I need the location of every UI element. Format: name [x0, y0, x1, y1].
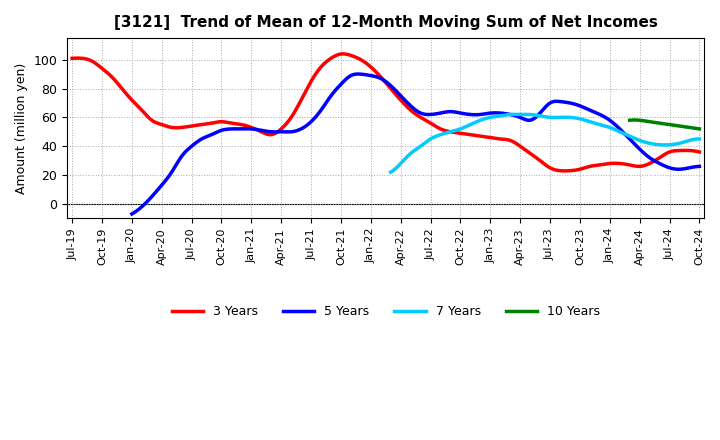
Legend: 3 Years, 5 Years, 7 Years, 10 Years: 3 Years, 5 Years, 7 Years, 10 Years: [166, 300, 605, 323]
3 Years: [338, 51, 347, 56]
3 Years: [441, 128, 450, 133]
5 Years: [130, 210, 138, 216]
10 Years: [630, 117, 639, 123]
3 Years: [641, 163, 649, 168]
7 Years: [695, 136, 703, 142]
5 Years: [695, 164, 703, 169]
3 Years: [600, 161, 609, 167]
5 Years: [477, 112, 485, 117]
10 Years: [668, 122, 677, 128]
Y-axis label: Amount (million yen): Amount (million yen): [15, 62, 28, 194]
7 Years: [647, 141, 656, 147]
3 Years: [561, 168, 570, 173]
10 Years: [689, 125, 698, 131]
5 Years: [467, 112, 476, 117]
7 Years: [571, 115, 580, 121]
Title: [3121]  Trend of Mean of 12-Month Moving Sum of Net Incomes: [3121] Trend of Mean of 12-Month Moving …: [114, 15, 657, 30]
7 Years: [576, 116, 585, 121]
Line: 5 Years: 5 Years: [132, 74, 699, 214]
7 Years: [387, 169, 396, 174]
10 Years: [626, 117, 634, 123]
7 Years: [667, 142, 676, 147]
10 Years: [695, 126, 703, 132]
3 Years: [68, 55, 76, 61]
5 Years: [644, 154, 652, 159]
10 Years: [684, 125, 693, 130]
5 Years: [465, 112, 474, 117]
10 Years: [667, 122, 676, 128]
Line: 3 Years: 3 Years: [72, 54, 699, 171]
Line: 7 Years: 7 Years: [391, 114, 699, 172]
5 Years: [608, 119, 616, 125]
7 Years: [570, 115, 579, 121]
Line: 10 Years: 10 Years: [630, 120, 699, 129]
3 Years: [444, 128, 452, 134]
10 Years: [626, 117, 634, 123]
5 Years: [127, 211, 136, 216]
7 Years: [387, 169, 395, 175]
3 Years: [695, 149, 703, 154]
10 Years: [667, 122, 675, 128]
5 Years: [354, 71, 362, 77]
3 Years: [70, 55, 78, 61]
3 Years: [454, 130, 462, 136]
7 Years: [509, 112, 518, 117]
